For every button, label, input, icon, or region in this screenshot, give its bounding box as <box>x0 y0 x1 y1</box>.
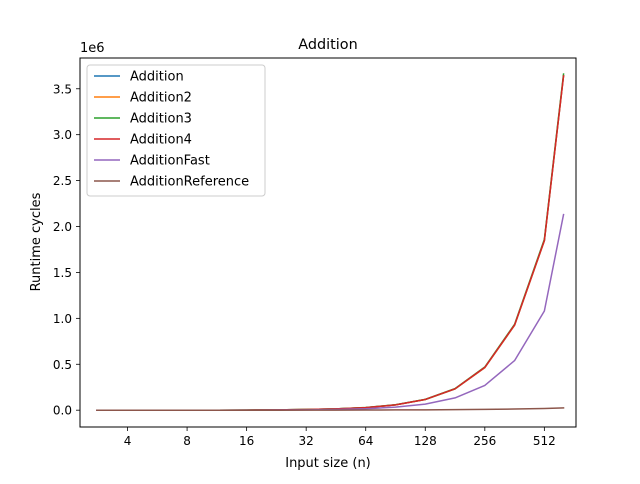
plot-frame <box>79 57 577 428</box>
y-axis-label: Runtime cycles <box>29 192 44 291</box>
legend-box <box>86 64 266 197</box>
series-layer <box>96 73 565 411</box>
series-line-additionreference <box>96 407 565 411</box>
y-tick-label: 2.0 <box>53 220 72 234</box>
chart-title: Addition <box>298 37 357 53</box>
legend-label-addition4: Addition4 <box>130 133 192 148</box>
y-tick-label: 0.5 <box>53 358 72 372</box>
x-tick-label: 64 <box>358 434 373 448</box>
y-multiplier-label: 1e6 <box>80 41 105 56</box>
x-ticks: 4 8 16 32 64 128 256 512 <box>124 427 556 448</box>
y-ticks: 0.0 0.5 1.0 1.5 2.0 2.5 3.0 3.5 <box>53 82 80 418</box>
x-tick-label: 512 <box>533 434 556 448</box>
y-tick-label: 3.0 <box>53 128 72 142</box>
legend-label-addition3: Addition3 <box>130 112 192 127</box>
y-tick-label: 3.5 <box>53 82 72 96</box>
x-tick-label: 128 <box>414 434 437 448</box>
x-tick-label: 8 <box>183 434 191 448</box>
legend-label-additionreference: AdditionReference <box>130 175 249 190</box>
y-tick-label: 2.5 <box>53 174 72 188</box>
y-tick-label: 1.5 <box>53 266 72 280</box>
x-tick-label: 32 <box>299 434 314 448</box>
x-axis-label: Input size (n) <box>285 456 371 471</box>
x-tick-label: 256 <box>473 434 496 448</box>
x-tick-label: 16 <box>239 434 254 448</box>
legend-label-additionfast: AdditionFast <box>130 154 210 169</box>
x-tick-label: 4 <box>124 434 132 448</box>
y-tick-label: 1.0 <box>53 312 72 326</box>
legend-label-addition2: Addition2 <box>130 91 192 106</box>
legend: Addition Addition2 Addition3 Addition4 Addit… <box>86 64 266 197</box>
legend-label-addition: Addition <box>130 70 184 85</box>
y-tick-label: 0.0 <box>53 404 72 418</box>
